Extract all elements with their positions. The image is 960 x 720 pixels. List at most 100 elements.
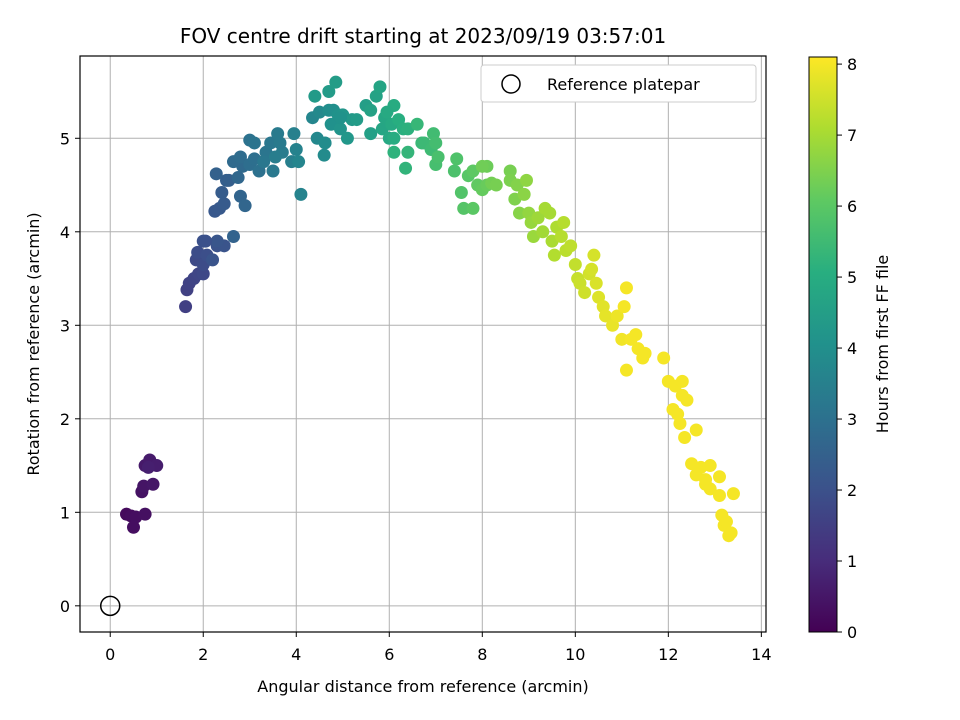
data-point xyxy=(619,281,633,295)
data-point xyxy=(578,286,592,300)
data-point xyxy=(726,487,740,501)
data-point xyxy=(617,300,631,314)
data-point xyxy=(364,103,378,117)
data-point xyxy=(209,167,223,181)
data-point xyxy=(450,152,464,166)
data-point xyxy=(138,507,152,521)
legend-label: Reference platepar xyxy=(547,75,700,94)
y-tick-label: 0 xyxy=(60,597,70,616)
data-point xyxy=(703,459,717,473)
colorbar-tick-label: 4 xyxy=(847,339,857,358)
y-tick-label: 3 xyxy=(60,316,70,335)
data-point xyxy=(457,201,471,215)
reference-marker xyxy=(99,595,121,617)
data-point xyxy=(318,136,332,150)
data-point xyxy=(447,164,461,178)
colorbar-label: Hours from first FF file xyxy=(873,255,892,434)
data-point xyxy=(585,262,599,276)
x-tick-label: 10 xyxy=(565,645,585,664)
data-point xyxy=(689,423,703,437)
data-point xyxy=(387,131,401,145)
data-point xyxy=(678,431,692,445)
data-point xyxy=(703,482,717,496)
data-point xyxy=(287,127,301,141)
colorbar-ticks: 0 1 2 3 4 5 6 7 8 xyxy=(837,55,857,642)
data-point xyxy=(273,136,287,150)
data-point xyxy=(380,105,394,119)
data-point xyxy=(196,267,210,281)
data-point xyxy=(199,234,213,248)
legend-box xyxy=(480,64,757,103)
data-point xyxy=(233,150,247,164)
x-tick-label: 14 xyxy=(751,645,771,664)
colorbar-tick-label: 7 xyxy=(847,126,857,145)
colorbar-tick-label: 1 xyxy=(847,552,857,571)
y-axis-label: Rotation from reference (arcmin) xyxy=(24,212,43,475)
x-axis-label: Angular distance from reference (arcmin) xyxy=(257,677,588,696)
data-point xyxy=(675,374,689,388)
data-point xyxy=(317,148,331,162)
x-tick-label: 6 xyxy=(384,645,394,664)
data-point xyxy=(410,117,424,131)
y-tick-label: 5 xyxy=(60,129,70,148)
x-tick-label: 0 xyxy=(105,645,115,664)
data-point xyxy=(340,131,354,145)
data-point xyxy=(680,393,694,407)
colorbar-tick-label: 2 xyxy=(847,481,857,500)
data-point xyxy=(587,248,601,262)
data-point xyxy=(429,136,443,150)
data-point xyxy=(615,332,629,346)
data-point xyxy=(673,416,687,430)
data-point xyxy=(629,328,643,342)
data-point xyxy=(547,248,561,262)
data-point xyxy=(333,111,347,125)
data-point xyxy=(536,225,550,239)
data-point xyxy=(308,89,322,103)
data-point xyxy=(619,363,633,377)
data-point xyxy=(454,186,468,200)
data-point xyxy=(215,186,229,200)
data-point xyxy=(350,113,364,127)
data-point xyxy=(179,300,193,314)
data-point xyxy=(329,75,343,89)
colorbar-tick-label: 8 xyxy=(847,55,857,74)
x-tick-label: 2 xyxy=(198,645,208,664)
data-point xyxy=(210,234,224,248)
data-point xyxy=(557,215,571,229)
x-tick-label: 8 xyxy=(477,645,487,664)
y-tick-label: 2 xyxy=(60,410,70,429)
data-point xyxy=(401,145,415,159)
plot-frame xyxy=(79,55,767,633)
data-point xyxy=(657,351,671,365)
data-point xyxy=(531,211,545,225)
data-point xyxy=(322,85,336,99)
data-point xyxy=(712,488,726,502)
data-point xyxy=(268,150,282,164)
data-point xyxy=(554,229,568,243)
data-point xyxy=(712,470,726,484)
data-point xyxy=(257,155,271,169)
data-point xyxy=(264,136,278,150)
data-point xyxy=(564,239,578,253)
data-point xyxy=(568,258,582,272)
data-point xyxy=(599,309,613,323)
data-point xyxy=(589,276,603,290)
data-point xyxy=(543,206,557,220)
data-point xyxy=(638,346,652,360)
data-point xyxy=(289,143,303,157)
data-point xyxy=(292,155,306,169)
data-point xyxy=(373,80,387,94)
data-point xyxy=(231,171,245,185)
x-tick-label: 4 xyxy=(291,645,301,664)
data-point xyxy=(226,229,240,243)
data-point xyxy=(431,150,445,164)
data-point xyxy=(217,197,231,211)
data-point xyxy=(517,187,531,201)
y-tick-label: 4 xyxy=(60,223,70,242)
x-axis-ticks: 0 2 4 6 8 10 12 14 xyxy=(105,632,772,664)
data-point xyxy=(399,161,413,175)
data-point xyxy=(364,127,378,141)
x-tick-label: 12 xyxy=(658,645,678,664)
colorbar-tick-label: 3 xyxy=(847,410,857,429)
